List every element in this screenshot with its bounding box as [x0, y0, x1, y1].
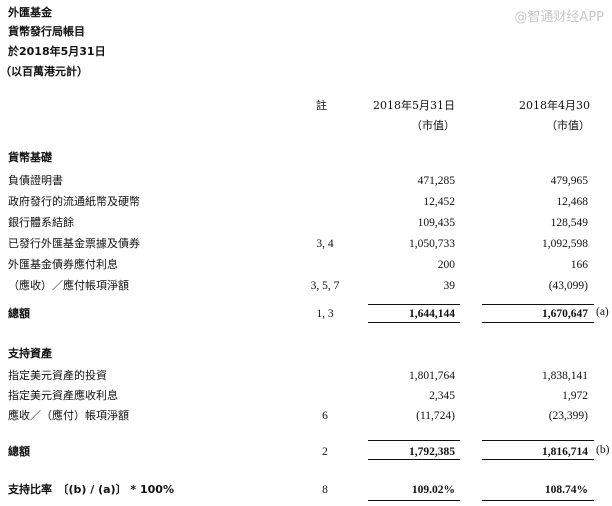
- total-row-a-value-col2: 1,670,647: [542, 308, 588, 320]
- table-row-value-col2: 166: [570, 259, 588, 271]
- title-line: 外匯基金: [8, 6, 52, 19]
- total-row-b-value-col1: 1,792,385: [409, 446, 455, 458]
- rule: [368, 304, 460, 305]
- table-row-value-col1: 39: [443, 280, 456, 292]
- total-tag: (a): [596, 306, 609, 318]
- table-row-value-col2: 1,092,598: [542, 238, 588, 250]
- table-row-label: 指定美元資產的投資: [8, 369, 107, 382]
- table-row-value-col1: 471,285: [417, 175, 455, 187]
- rule: [368, 459, 460, 460]
- table-row-value-col2: 479,965: [550, 175, 588, 187]
- section-title: 貨幣基礎: [8, 151, 52, 164]
- table-row-note: 3, 5, 7: [310, 280, 340, 292]
- total-row-b-value-col2: 1,816,714: [542, 446, 588, 458]
- section-title: 支持資產: [8, 347, 52, 360]
- watermark: @智通财经APP: [514, 10, 604, 25]
- table-row-label: 政府發行的流通紙幣及硬幣: [8, 195, 140, 208]
- rule: [368, 500, 460, 501]
- total-row-a-value-col1: 1,644,144: [409, 308, 455, 320]
- total-row-b-label: 總額: [8, 445, 30, 458]
- title-line: 貨幣發行局帳目: [8, 25, 85, 38]
- total-row-b-note: 2: [322, 446, 328, 458]
- table-row-value-col1: 1,050,733: [409, 238, 455, 250]
- table-row-label: 已發行外匯基金票據及債券: [8, 237, 140, 250]
- col2-subheader: （市值）: [546, 119, 590, 132]
- table-row-value-col2: 12,468: [556, 196, 588, 208]
- rule: [482, 304, 594, 305]
- ratio-row-label: 支持比率 〔(b) / (a)〕 * 100%: [8, 483, 174, 496]
- rule: [482, 500, 594, 501]
- table-row-label: 指定美元資產應收利息: [8, 389, 118, 402]
- note-header: 註: [316, 99, 327, 112]
- title-line: （以百萬港元計）: [0, 65, 88, 78]
- total-row-a-note: 1, 3: [316, 308, 334, 320]
- table-row-label: 負債證明書: [8, 174, 63, 187]
- table-row-note: 3, 4: [316, 238, 334, 250]
- title-line: 於2018年5月31日: [8, 45, 106, 58]
- rule: [368, 322, 460, 323]
- rule: [368, 440, 460, 441]
- table-row-value-col1: 2,345: [429, 390, 455, 402]
- table-row-value-col2: (23,399): [548, 410, 588, 422]
- table-row-value-col1: 200: [437, 259, 455, 271]
- table-row-value-col2: 128,549: [550, 217, 588, 229]
- rule: [482, 459, 594, 460]
- table-row-value-col1: 109,435: [417, 217, 455, 229]
- table-row-value-col1: 1,801,764: [409, 370, 455, 382]
- total-row-a-label: 總額: [8, 307, 30, 320]
- rule: [482, 440, 594, 441]
- table-row-value-col1: (11,724): [416, 410, 455, 422]
- table-row-value-col1: 12,452: [423, 196, 455, 208]
- col1-subheader: （市值）: [411, 119, 455, 132]
- table-row-label: （應收）／應付帳項淨額: [8, 279, 129, 292]
- table-row-label: 應收／（應付）帳項淨額: [8, 409, 129, 422]
- table-row-value-col2: (43,099): [548, 280, 588, 292]
- ratio-row-value-col2: 108.74%: [544, 484, 588, 496]
- table-row-value-col2: 1,838,141: [542, 370, 588, 382]
- table-row-value-col2: 1,972: [562, 390, 588, 402]
- col2-header: 2018年4月30: [519, 99, 590, 112]
- ratio-row-note: 8: [322, 484, 328, 496]
- table-row-note: 6: [322, 410, 328, 422]
- col1-header: 2018年5月31日: [373, 99, 455, 112]
- ratio-row-value-col1: 109.02%: [411, 484, 455, 496]
- total-tag: (b): [596, 444, 610, 456]
- rule: [482, 322, 594, 323]
- table-row-label: 外匯基金債券應付利息: [8, 258, 118, 271]
- table-row-label: 銀行體系結餘: [8, 216, 74, 229]
